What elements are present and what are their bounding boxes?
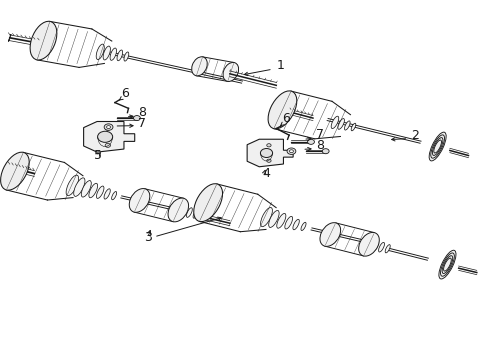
Ellipse shape <box>180 206 186 216</box>
Ellipse shape <box>284 216 292 229</box>
Ellipse shape <box>260 207 272 227</box>
Circle shape <box>307 139 314 144</box>
Text: 8: 8 <box>316 139 324 152</box>
Ellipse shape <box>337 118 344 129</box>
Circle shape <box>289 150 293 153</box>
Ellipse shape <box>81 181 91 197</box>
Ellipse shape <box>74 178 85 196</box>
Circle shape <box>104 124 113 130</box>
Ellipse shape <box>350 123 355 131</box>
Ellipse shape <box>111 192 116 200</box>
Circle shape <box>266 144 270 147</box>
Ellipse shape <box>438 250 455 279</box>
Circle shape <box>322 149 328 154</box>
Polygon shape <box>246 139 292 167</box>
Ellipse shape <box>30 21 57 60</box>
Circle shape <box>105 126 110 130</box>
Ellipse shape <box>103 46 110 60</box>
Text: 1: 1 <box>276 59 284 72</box>
Circle shape <box>133 116 140 121</box>
Ellipse shape <box>268 211 279 228</box>
Circle shape <box>260 149 272 157</box>
Ellipse shape <box>117 50 122 61</box>
Circle shape <box>266 159 270 162</box>
Text: 4: 4 <box>262 167 270 180</box>
Ellipse shape <box>358 233 379 256</box>
Ellipse shape <box>378 242 384 252</box>
Ellipse shape <box>365 238 372 250</box>
Ellipse shape <box>186 208 192 217</box>
Ellipse shape <box>89 183 98 198</box>
Text: 7: 7 <box>138 117 146 130</box>
Ellipse shape <box>104 189 110 199</box>
Ellipse shape <box>129 189 149 212</box>
Ellipse shape <box>344 121 349 130</box>
Text: 6: 6 <box>121 87 129 100</box>
Ellipse shape <box>267 91 296 129</box>
Ellipse shape <box>66 175 79 196</box>
Circle shape <box>106 126 110 129</box>
Ellipse shape <box>301 222 305 230</box>
Ellipse shape <box>193 210 198 218</box>
Text: 2: 2 <box>410 129 418 141</box>
Ellipse shape <box>173 203 181 216</box>
Text: 7: 7 <box>316 128 324 141</box>
Circle shape <box>98 131 112 142</box>
Ellipse shape <box>330 116 338 129</box>
Text: 8: 8 <box>138 106 146 119</box>
Ellipse shape <box>385 245 389 253</box>
Circle shape <box>286 148 295 154</box>
Circle shape <box>105 143 110 147</box>
Ellipse shape <box>0 152 29 190</box>
Ellipse shape <box>371 240 378 251</box>
Text: 5: 5 <box>94 149 102 162</box>
Ellipse shape <box>191 57 207 76</box>
Ellipse shape <box>292 219 299 230</box>
Text: 3: 3 <box>144 231 152 244</box>
Text: 6: 6 <box>282 112 289 125</box>
Polygon shape <box>83 122 134 152</box>
Ellipse shape <box>110 48 116 60</box>
Ellipse shape <box>428 132 445 161</box>
Ellipse shape <box>276 213 285 228</box>
Ellipse shape <box>223 62 238 81</box>
Ellipse shape <box>168 198 188 222</box>
Ellipse shape <box>96 186 104 198</box>
Ellipse shape <box>319 223 340 246</box>
Ellipse shape <box>193 184 222 222</box>
Ellipse shape <box>96 44 104 59</box>
Ellipse shape <box>124 52 128 61</box>
